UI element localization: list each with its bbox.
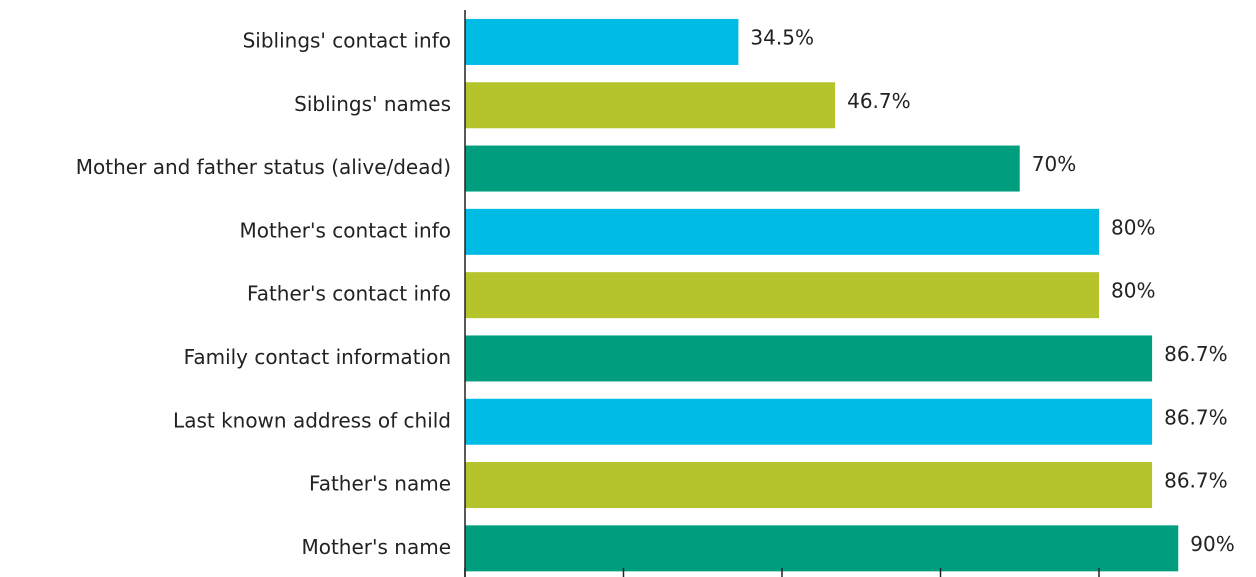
value-label: 46.7%: [847, 89, 911, 113]
y-tick-label: Last known address of child: [173, 408, 451, 432]
bar: [465, 462, 1153, 509]
bar: [465, 18, 739, 65]
bar: [465, 208, 1099, 255]
value-label: 86.7%: [1164, 469, 1228, 493]
value-label: 86.7%: [1164, 342, 1228, 366]
bar: [465, 525, 1179, 572]
value-label: 34.5%: [750, 25, 814, 49]
y-tick-label: Siblings' contact info: [243, 28, 451, 52]
value-label: 90%: [1190, 532, 1234, 556]
y-tick-label: Father's contact info: [247, 282, 451, 306]
value-label: 70%: [1032, 152, 1076, 176]
bar: [465, 335, 1153, 382]
bar: [465, 398, 1153, 445]
bar: [465, 145, 1020, 192]
y-tick-label: Family contact information: [184, 345, 451, 369]
y-tick-label: Mother's name: [301, 535, 451, 559]
bar: [465, 82, 836, 129]
value-label: 80%: [1111, 215, 1155, 239]
bar: [465, 272, 1099, 319]
y-tick-label: Mother and father status (alive/dead): [76, 155, 451, 179]
value-label: 80%: [1111, 279, 1155, 303]
y-tick-label: Father's name: [309, 472, 451, 496]
value-label: 86.7%: [1164, 405, 1228, 429]
y-tick-label: Siblings' names: [294, 92, 451, 116]
y-tick-label: Mother's contact info: [239, 218, 451, 242]
